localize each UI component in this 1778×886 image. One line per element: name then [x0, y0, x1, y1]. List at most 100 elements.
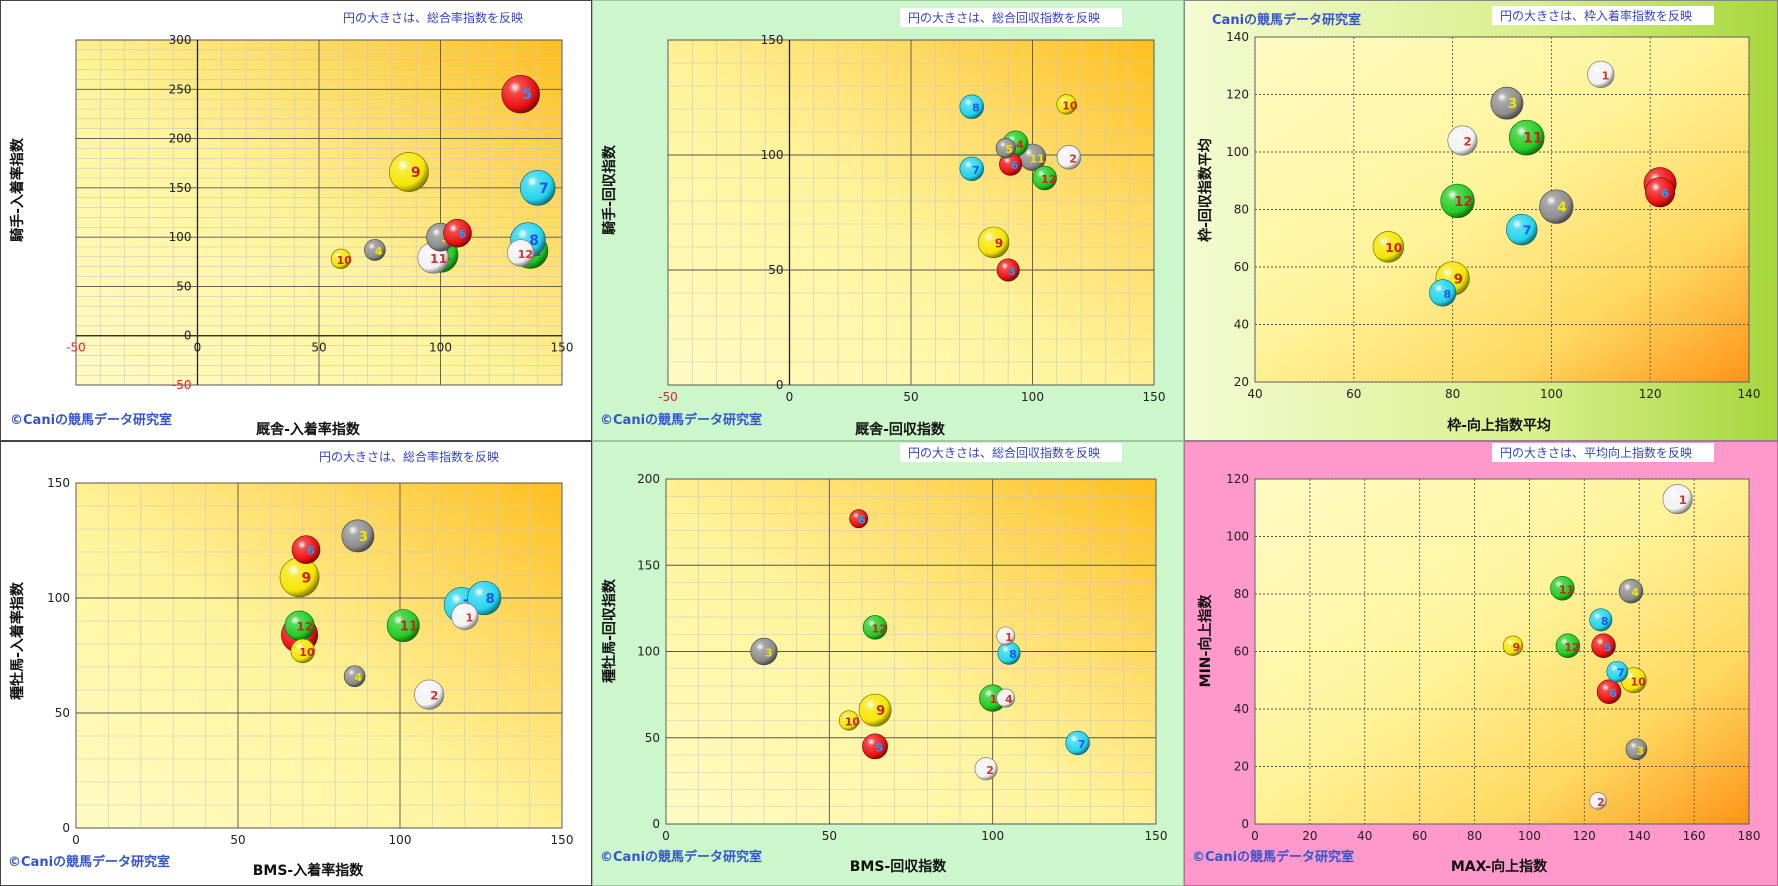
bubble-3 — [996, 258, 1020, 282]
data-point-10: 10 — [1372, 231, 1405, 263]
y-axis-label: 枠-回収指数平均 — [1197, 138, 1214, 242]
chart-panel-1: -50 0 50 100 150 -50 0 50 100 150 200 250 300 厩舎-入着率指… — [0, 0, 592, 441]
point-label-4: 4 — [1016, 139, 1024, 152]
x-tick-label: 80 — [1467, 829, 1482, 843]
point-label-7: 7 — [1078, 738, 1086, 751]
watermark: ©Caniの競馬データ研究室 — [600, 849, 762, 865]
bubble-9 — [279, 557, 320, 598]
chart-panel-2: -50 0 50 100 150 0 50 100 150 厩舎-回収指数 騎手-回収指数 円の大きさ… — [592, 0, 1184, 441]
bubble-10 — [1372, 231, 1405, 263]
point-label-11: 11 — [1029, 152, 1044, 165]
point-label-2: 2 — [986, 764, 994, 777]
x-tick-label: 100 — [1021, 390, 1044, 404]
data-point-3: 3 — [341, 519, 375, 553]
x-axis-label: 枠-向上指数平均 — [1447, 417, 1551, 434]
x-tick-label: 40 — [1357, 829, 1372, 843]
y-tick-label: 50 — [55, 706, 70, 720]
note-box — [1492, 443, 1714, 462]
bubble-1 — [996, 626, 1016, 646]
chart-panel-5: 0 50 100 150 0 50 100 150 200 BMS-回収指数 種牡馬-回収指数 円の大… — [592, 441, 1184, 886]
y-tick-label: 100 — [761, 148, 784, 162]
data-point-8: 8 — [1589, 608, 1613, 632]
point-label-12: 12 — [1564, 641, 1579, 654]
x-tick-label: 140 — [1738, 387, 1761, 401]
watermark: ©Caniの競馬データ研究室 — [1192, 849, 1354, 865]
bubble-7 — [1065, 730, 1090, 756]
data-point-7: 7 — [519, 170, 556, 206]
y-tick-label: 20 — [1234, 375, 1249, 389]
size-note: 円の大きさは、枠入着率指数を反映 — [1500, 8, 1692, 23]
point-label-8: 8 — [1444, 288, 1452, 301]
data-point-12: 12 — [284, 610, 315, 641]
point-label-9: 9 — [1513, 641, 1521, 654]
point-label-1: 1 — [466, 611, 474, 624]
bubble-9 — [858, 693, 892, 727]
chart-panel-3: 40 60 80 100 120 14020406080100120140枠-向上指数平均… — [1184, 0, 1778, 441]
size-note: 円の大きさは、総合回収指数を反映 — [908, 445, 1100, 460]
x-axis-label: 厩舎-入着率指数 — [256, 421, 361, 438]
data-point-9: 9 — [279, 557, 320, 598]
x-tick-label: -50 — [658, 390, 678, 404]
point-label-4: 4 — [1558, 201, 1567, 216]
bubble-6 — [1596, 679, 1622, 704]
bubble-7 — [1506, 213, 1538, 246]
bubble-1 — [1587, 60, 1615, 88]
bubble-10 — [1056, 94, 1077, 115]
data-point-5: 5 — [862, 733, 888, 760]
x-tick-label: 120 — [1639, 387, 1662, 401]
data-point-3: 3 — [750, 637, 778, 666]
y-tick-label: 120 — [1226, 472, 1249, 486]
watermark: ©Caniの競馬データ研究室 — [8, 854, 170, 870]
x-tick-label: 50 — [822, 829, 837, 843]
bubble-2 — [414, 679, 445, 710]
bubble-12 — [1032, 165, 1057, 191]
point-label-6: 6 — [1609, 687, 1617, 700]
x-tick-label: 100 — [981, 829, 1004, 843]
data-point-1: 1 — [1587, 60, 1615, 88]
point-label-11: 11 — [430, 252, 447, 266]
data-point-1: 1 — [996, 626, 1016, 646]
y-tick-label: 100 — [47, 591, 70, 605]
y-tick-label: 80 — [1234, 587, 1249, 601]
size-note: 円の大きさは、総合率指数を反映 — [343, 10, 523, 25]
y-tick-label: 0 — [184, 329, 192, 343]
data-point-6: 6 — [849, 509, 869, 529]
y-tick-label: 50 — [176, 279, 191, 293]
x-tick-label: 100 — [1518, 829, 1541, 843]
bubble-10 — [290, 638, 315, 664]
point-label-12: 12 — [1041, 173, 1056, 186]
x-tick-label: 0 — [1251, 829, 1259, 843]
data-point-12: 12 — [1032, 165, 1057, 191]
bubble-6 — [291, 535, 321, 564]
bubble-12 — [1440, 183, 1475, 218]
x-tick-label: 180 — [1738, 829, 1761, 843]
x-tick-label: 20 — [1302, 829, 1317, 843]
point-label-3: 3 — [1636, 744, 1644, 757]
data-point-3: 3 — [996, 258, 1020, 282]
x-tick-label: 0 — [662, 829, 670, 843]
x-tick-label: 120 — [1573, 829, 1596, 843]
y-tick-label: 150 — [169, 181, 192, 195]
data-point-10: 10 — [1056, 94, 1078, 115]
bubble-6 — [443, 218, 472, 248]
point-label-6: 6 — [1011, 159, 1019, 172]
point-label-12: 12 — [1454, 195, 1473, 210]
y-tick-label: 300 — [169, 33, 192, 47]
point-label-5: 5 — [1604, 641, 1612, 654]
y-tick-label: 150 — [47, 476, 70, 490]
bubble-5 — [995, 138, 1016, 159]
y-tick-label: 0 — [62, 821, 70, 835]
data-point-4: 4 — [1539, 189, 1574, 224]
data-point-10: 10 — [290, 638, 315, 664]
data-point-5: 5 — [995, 138, 1016, 159]
bubble-8 — [959, 94, 984, 119]
point-label-3: 3 — [765, 647, 773, 660]
point-label-1: 1 — [1005, 631, 1013, 644]
point-label-8: 8 — [485, 592, 494, 607]
y-tick-label: 50 — [768, 263, 783, 277]
point-label-2: 2 — [430, 689, 438, 703]
point-label-10: 10 — [1385, 241, 1402, 255]
y-tick-label: 120 — [1226, 88, 1249, 102]
x-tick-label: 160 — [1683, 829, 1706, 843]
bubble-9 — [1502, 635, 1524, 656]
